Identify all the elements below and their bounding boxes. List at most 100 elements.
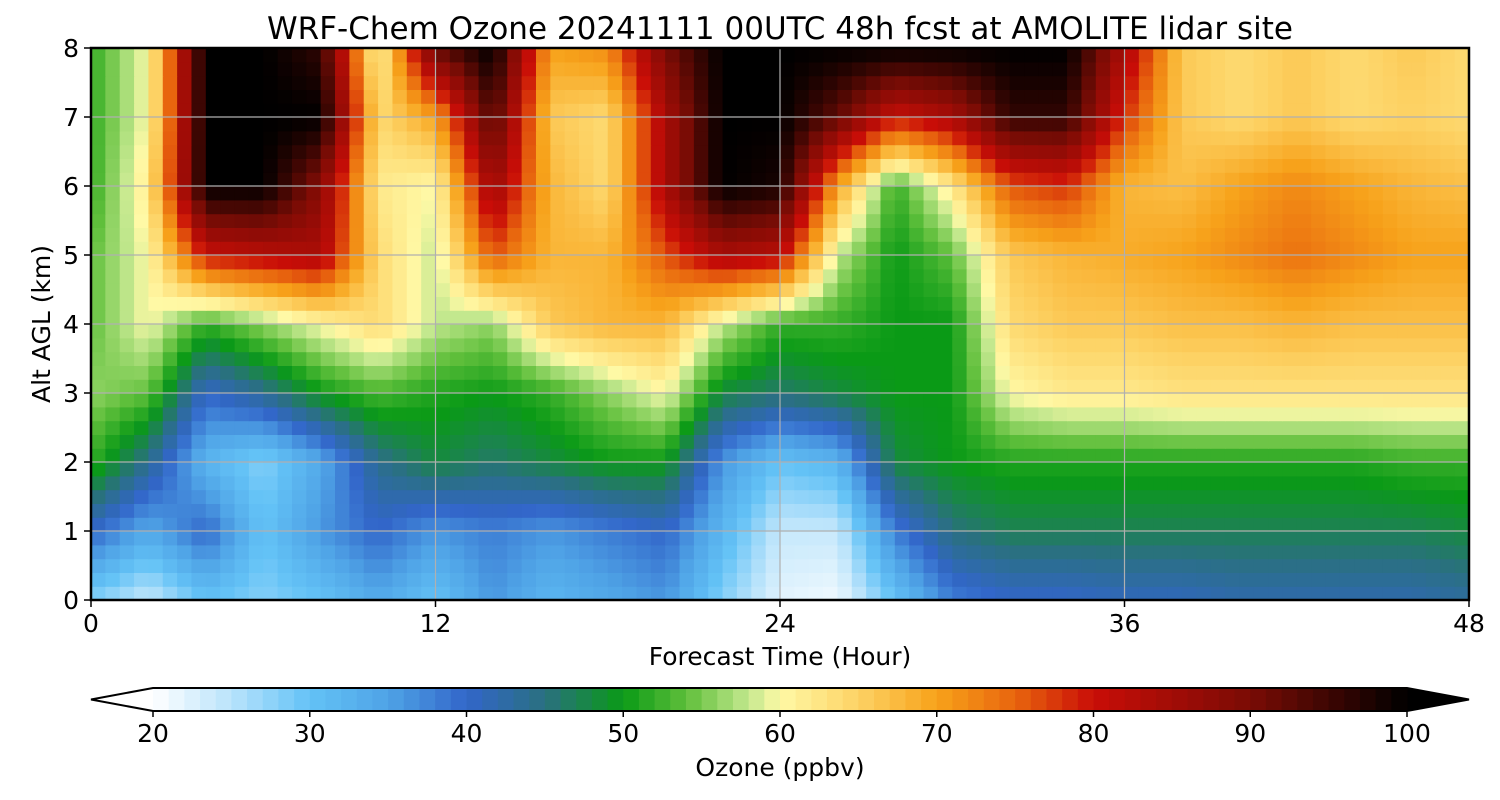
heatmap-cell [248, 337, 264, 353]
heatmap-cell [1268, 48, 1283, 63]
heatmap-cell [535, 586, 551, 600]
heatmap-cell [1354, 158, 1370, 173]
heatmap-cell [335, 61, 350, 77]
heatmap-cell [1124, 475, 1140, 491]
heatmap-cell [607, 351, 623, 366]
heatmap-cell [349, 296, 365, 311]
heatmap-cell [980, 351, 996, 366]
heatmap-cell [406, 489, 422, 504]
heatmap-cell [708, 48, 724, 63]
heatmap-cell [205, 296, 221, 311]
heatmap-cell [1368, 544, 1384, 560]
colorbar-segment [921, 688, 938, 711]
heatmap-cell [521, 186, 537, 201]
heatmap-cell [1339, 324, 1355, 339]
heatmap-cell [808, 544, 824, 560]
heatmap-cell [191, 282, 207, 297]
heatmap-cell [1239, 448, 1255, 463]
heatmap-cell [808, 310, 824, 325]
heatmap-cell [880, 213, 896, 228]
heatmap-cell [636, 531, 652, 546]
heatmap-cell [808, 75, 824, 90]
heatmap-cell [1038, 379, 1054, 394]
heatmap-cell [435, 144, 451, 159]
heatmap-cell [952, 282, 968, 297]
heatmap-cell [780, 144, 795, 159]
heatmap-cell [622, 406, 638, 422]
heatmap-cell [1368, 268, 1384, 284]
heatmap-cell [291, 310, 307, 325]
heatmap-cell [894, 75, 910, 90]
heatmap-cell [679, 186, 695, 201]
heatmap-cell [134, 61, 150, 77]
heatmap-cell [909, 310, 925, 325]
heatmap-cell [1153, 241, 1169, 256]
heatmap-cell [363, 351, 379, 366]
heatmap-cell [1411, 517, 1427, 532]
heatmap-cell [1167, 117, 1183, 132]
colorbar: 20 30 40 50 60 70 80 90 100 [90, 687, 1470, 748]
heatmap-cell [823, 448, 839, 463]
heatmap-cell [435, 186, 451, 201]
heatmap-cell [851, 75, 867, 90]
heatmap-cell [1268, 324, 1283, 339]
heatmap-cell [349, 517, 365, 532]
heatmap-cell [995, 544, 1011, 560]
heatmap-cell [320, 420, 336, 435]
heatmap-cell [177, 117, 193, 132]
heatmap-cell [492, 186, 508, 201]
heatmap-cell [909, 337, 925, 353]
heatmap-cell [191, 241, 207, 256]
heatmap-cell [320, 117, 336, 132]
heatmap-cell [1196, 365, 1212, 380]
heatmap-cell [105, 586, 121, 600]
heatmap-cell [1253, 296, 1269, 311]
heatmap-cell [894, 393, 910, 408]
heatmap-cell [794, 130, 810, 146]
heatmap-cell [263, 324, 279, 339]
heatmap-cell [564, 89, 580, 104]
heatmap-cell [880, 434, 896, 449]
heatmap-cell [291, 406, 307, 422]
heatmap-cell [980, 310, 996, 325]
heatmap-cell [794, 544, 810, 560]
heatmap-cell [177, 544, 193, 560]
heatmap-cell [1268, 420, 1283, 435]
heatmap-cell [1024, 462, 1039, 477]
heatmap-cell [579, 75, 594, 90]
heatmap-cell [1454, 282, 1469, 297]
heatmap-cell [1110, 172, 1126, 187]
colorbar-tick-label: 70 [921, 719, 953, 748]
heatmap-cell [1397, 379, 1413, 394]
y-tick-label: 1 [63, 517, 79, 546]
heatmap-cell [1081, 503, 1097, 518]
heatmap-cell [593, 75, 609, 90]
heatmap-cell [263, 130, 279, 146]
heatmap-cell [191, 489, 207, 504]
heatmap-cell [220, 517, 236, 532]
heatmap-cell [335, 365, 350, 380]
heatmap-cell [1110, 379, 1126, 394]
heatmap-cell [1124, 227, 1140, 242]
heatmap-cell [478, 517, 494, 532]
heatmap-cell [263, 75, 279, 90]
heatmap-cell [1167, 158, 1183, 173]
heatmap-cell [736, 296, 752, 311]
heatmap-cell [966, 503, 982, 518]
heatmap-cell [535, 572, 551, 587]
heatmap-cell [1454, 586, 1469, 600]
heatmap-cell [579, 103, 594, 118]
heatmap-cell [636, 406, 652, 422]
heatmap-cell [923, 199, 939, 215]
heatmap-cell [464, 558, 480, 573]
heatmap-cell [1325, 310, 1341, 325]
heatmap-cell [837, 241, 853, 256]
heatmap-cell [1397, 531, 1413, 546]
heatmap-cell [1282, 379, 1298, 394]
heatmap-cell [134, 489, 150, 504]
heatmap-cell [1210, 48, 1226, 63]
heatmap-cell [823, 475, 839, 491]
heatmap-cell [1067, 158, 1083, 173]
heatmap-cell [421, 241, 437, 256]
heatmap-cell [1024, 75, 1039, 90]
